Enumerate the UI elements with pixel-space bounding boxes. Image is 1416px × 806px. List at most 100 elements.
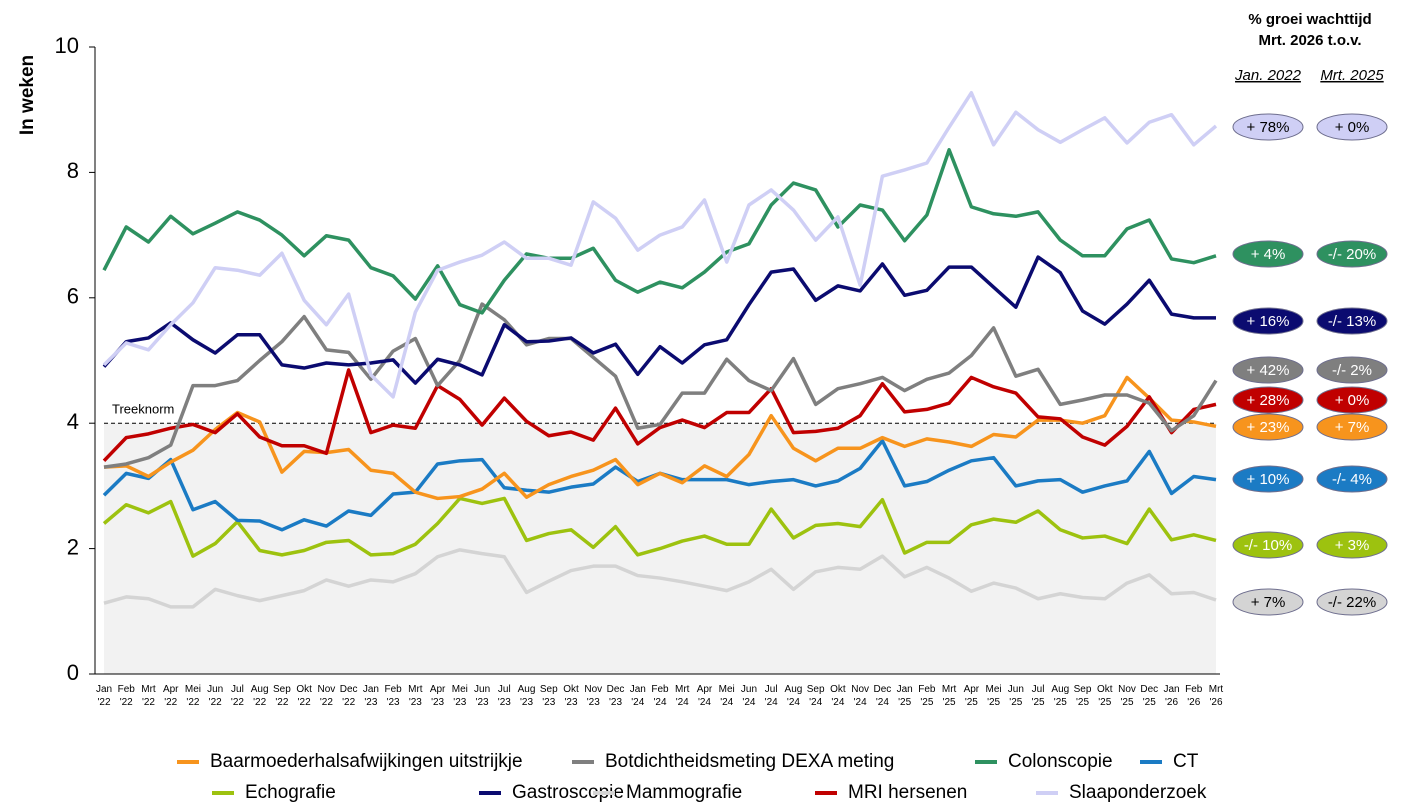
x-tick-label: Aug '22: [250, 684, 269, 708]
x-tick-label: Sep '25: [1073, 684, 1092, 708]
x-tick-label: Feb '24: [651, 684, 669, 708]
x-tick-label: Mrt '24: [675, 684, 690, 708]
x-tick-label: Jan '22: [95, 684, 113, 708]
growth-title: Mrt. 2026 t.o.v.: [1258, 32, 1361, 49]
growth-badge: [1316, 113, 1388, 141]
growth-badge-label: -/- 20%: [1328, 246, 1376, 263]
x-tick-label: Jul '25: [1031, 684, 1045, 708]
x-tick-label: Nov '23: [584, 684, 603, 708]
growth-column-header: Jan. 2022: [1234, 67, 1302, 84]
x-tick-label: Aug '24: [784, 684, 803, 708]
x-tick-label: Mrt '25: [941, 684, 957, 708]
series-line: [102, 496, 1217, 558]
x-tick-label: Jun '22: [207, 684, 224, 708]
growth-badge: [1232, 413, 1304, 441]
growth-badge-label: -/- 13%: [1328, 313, 1376, 330]
reference-label: Treeknorm: [112, 402, 174, 417]
legend-label: Baarmoederhalsafwijkingen uitstrijkje: [210, 751, 523, 772]
growth-column-header: Mrt. 2025: [1320, 67, 1384, 84]
series-line: [102, 91, 1218, 399]
x-tick-label: Mei '25: [985, 684, 1002, 708]
growth-badge-label: -/- 22%: [1328, 594, 1376, 611]
series-line: [103, 302, 1218, 469]
legend-label: MRI hersenen: [848, 782, 967, 803]
x-tick-label: Apr '25: [963, 684, 980, 708]
x-tick-label: Sep '23: [539, 684, 558, 708]
growth-badge: [1232, 113, 1304, 141]
x-tick-label: Aug '25: [1051, 684, 1070, 708]
x-tick-label: Apr '24: [696, 684, 713, 708]
x-tick-label: Jan '23: [362, 684, 379, 708]
x-tick-label: Feb '26: [1185, 684, 1203, 708]
legend-label: Slaaponderzoek: [1069, 782, 1207, 803]
x-tick-label: Feb '23: [384, 684, 402, 708]
legend-label: Mammografie: [626, 782, 742, 803]
x-tick-label: Apr '22: [162, 684, 179, 708]
growth-badge-label: + 28%: [1247, 392, 1290, 409]
x-tick-label: Okt '24: [830, 684, 846, 708]
series-line: [102, 368, 1217, 463]
legend-label: Gastroscopie: [512, 782, 624, 803]
series-line: [103, 548, 1217, 609]
growth-badge: [1316, 240, 1388, 268]
x-tick-label: Jan '26: [1163, 684, 1180, 708]
y-tick-label: 6: [67, 284, 79, 309]
growth-badge-label: + 10%: [1247, 471, 1290, 488]
x-tick-label: Dec '24: [873, 684, 892, 708]
growth-badge: [1232, 240, 1304, 268]
x-tick-label: Apr '23: [429, 684, 446, 708]
x-tick-label: Okt '23: [563, 684, 579, 708]
growth-badge-label: -/- 10%: [1244, 537, 1292, 554]
x-tick-label: Okt '25: [1097, 684, 1113, 708]
x-tick-label: Feb '22: [117, 684, 135, 708]
series-line: [102, 148, 1217, 315]
y-tick-label: 10: [55, 33, 79, 58]
growth-badge-label: + 4%: [1251, 246, 1286, 263]
x-tick-label: Mei '24: [718, 684, 735, 708]
x-tick-label: Mei '23: [451, 684, 468, 708]
growth-badge-label: -/- 4%: [1332, 471, 1372, 488]
growth-badge: [1232, 386, 1304, 414]
legend-label: Echografie: [245, 782, 336, 803]
growth-badge: [1316, 531, 1388, 559]
x-tick-label: Jul '22: [230, 684, 244, 708]
growth-badge: [1316, 465, 1388, 493]
x-tick-label: Jan '24: [629, 684, 646, 708]
y-tick-label: 0: [67, 660, 79, 685]
legend-label: CT: [1173, 751, 1199, 772]
growth-badge-label: + 7%: [1251, 594, 1286, 611]
x-tick-label: Jun '23: [474, 684, 491, 708]
growth-badge: [1232, 307, 1304, 335]
x-tick-label: Sep '22: [273, 684, 291, 708]
series-line: [102, 255, 1216, 385]
x-tick-label: Dec '25: [1140, 684, 1159, 708]
growth-badge: [1232, 465, 1304, 493]
y-tick-label: 2: [67, 534, 79, 559]
legend-label: Colonscopie: [1008, 751, 1113, 772]
x-tick-label: Jul '24: [764, 684, 778, 708]
growth-badge: [1232, 531, 1304, 559]
x-tick-label: Jun '24: [740, 684, 758, 708]
x-tick-label: Aug '23: [517, 684, 536, 708]
growth-title: % groei wachttijd: [1248, 11, 1371, 28]
growth-badge-label: + 7%: [1335, 419, 1370, 436]
x-tick-label: Jan '25: [896, 684, 913, 708]
y-tick-label: 8: [67, 158, 79, 183]
growth-badge-label: + 16%: [1247, 313, 1290, 330]
y-tick-label: 4: [67, 409, 79, 434]
x-tick-label: Jul '23: [497, 684, 511, 708]
x-tick-label: Sep '24: [806, 684, 825, 708]
x-tick-label: Mrt '22: [141, 684, 156, 708]
x-tick-label: Mrt '26: [1208, 684, 1224, 708]
legend-label: Botdichtheidsmeting DEXA meting: [605, 751, 894, 772]
growth-badge-label: + 78%: [1247, 119, 1290, 136]
growth-badge-label: + 0%: [1335, 119, 1370, 136]
x-tick-label: Okt '22: [296, 684, 312, 708]
growth-badge: [1232, 588, 1304, 616]
growth-badge: [1316, 356, 1388, 384]
growth-badge: [1316, 386, 1388, 414]
growth-badge-label: + 42%: [1247, 362, 1290, 379]
x-tick-label: Jun '25: [1007, 684, 1024, 708]
growth-badge-label: + 0%: [1335, 392, 1370, 409]
